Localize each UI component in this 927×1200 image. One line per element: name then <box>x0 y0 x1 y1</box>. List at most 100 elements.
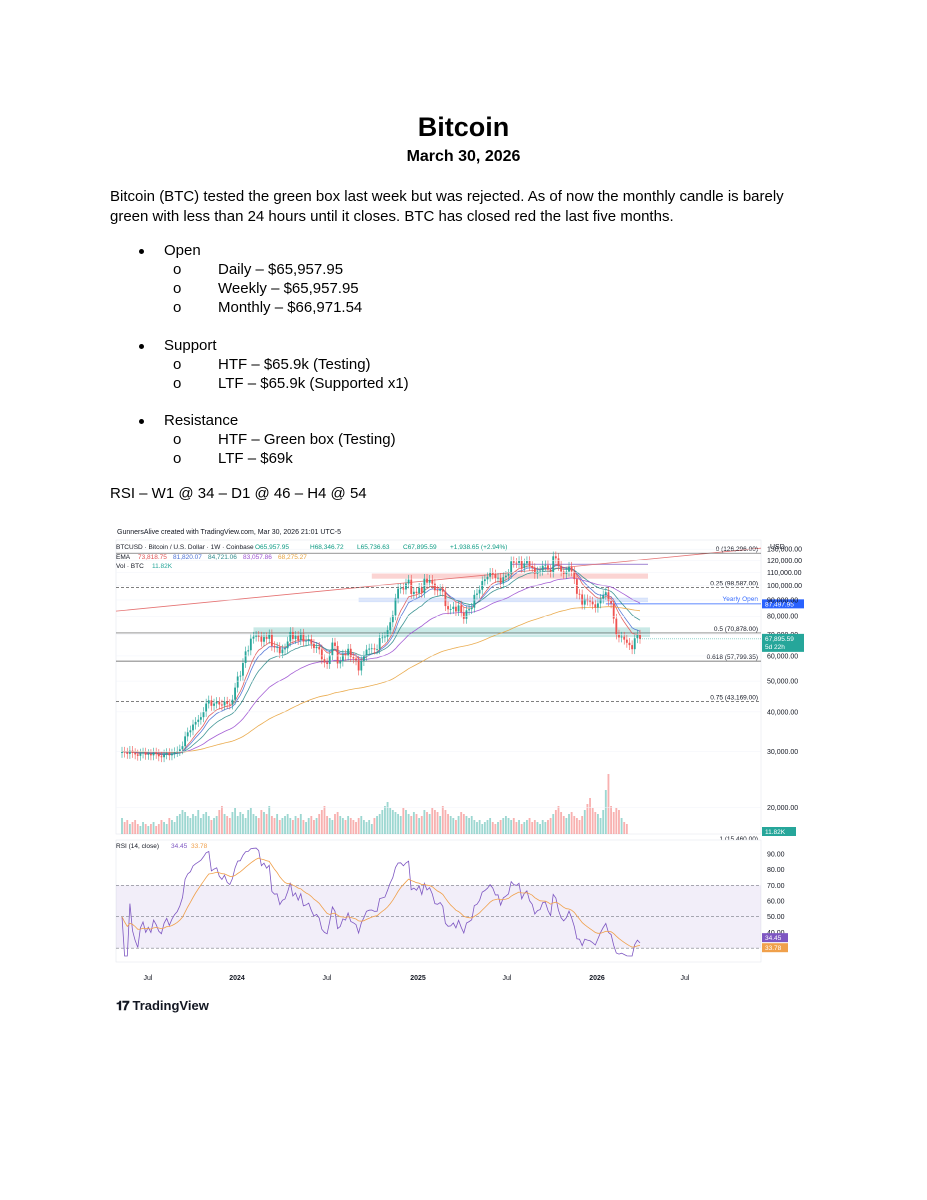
candle-body <box>318 646 321 650</box>
volume-bar <box>597 814 599 834</box>
volume-bar <box>552 814 555 834</box>
candle-body <box>368 648 371 650</box>
candle-body <box>504 575 507 578</box>
candle-body <box>460 605 463 613</box>
candle-body <box>394 598 397 616</box>
volume-bar <box>297 818 300 834</box>
candle-body <box>336 645 339 664</box>
price-axis-layer: 130,000.00 120,000.00 110,000.00 100,000.00… <box>116 547 804 812</box>
volume-bar <box>355 822 357 834</box>
candle-body <box>562 571 565 575</box>
last-price-label: 67,895.59 <box>765 636 794 643</box>
volume-bar <box>420 816 423 834</box>
volume-bar <box>263 812 265 834</box>
candle-body <box>265 637 268 639</box>
volume-bar <box>612 812 615 834</box>
volume-bar <box>152 822 155 834</box>
volume-bar <box>397 814 400 834</box>
volume-bar <box>231 812 234 834</box>
section-label: Resistance <box>164 412 239 429</box>
volume-bar <box>373 818 376 834</box>
volume-bar <box>213 818 215 834</box>
candle-body <box>370 648 373 650</box>
volume-bar <box>270 816 273 834</box>
candle-body <box>331 642 334 656</box>
candle-body <box>457 605 460 612</box>
candle-body <box>365 649 368 656</box>
candle-body <box>483 579 486 582</box>
candle-body <box>415 591 418 594</box>
volume-bar <box>560 812 563 834</box>
created-by-text: GunnersAlive created with TradingView.co… <box>117 529 341 536</box>
volume-bar <box>336 812 339 834</box>
candle-body <box>144 752 147 755</box>
candle-body <box>631 645 634 650</box>
candle-body <box>344 654 347 656</box>
ohlc-high: H68,346.72 <box>310 544 344 551</box>
time-axis-layer: Jul 2024 Jul 2025 Jul 2026 Jul <box>144 975 690 982</box>
candle-body <box>255 635 258 637</box>
candle-body <box>257 635 260 637</box>
fib-level-label: 0.5 (70,878.00) <box>714 626 758 633</box>
candle-body <box>268 634 271 639</box>
volume-bar <box>234 808 236 834</box>
candle-body <box>276 647 279 648</box>
candle-body <box>536 571 539 574</box>
section-label: Support <box>164 337 217 354</box>
candle-body <box>523 563 526 569</box>
rsi-summary: RSI – W1 @ 34 – D1 @ 46 – H4 @ 54 <box>110 485 367 502</box>
volume-bar <box>334 814 336 834</box>
last-price-countdown: 5d 22h <box>765 644 785 651</box>
sub-bullet-icon: o <box>173 450 182 467</box>
rsi-tick-label: 90.00 <box>767 851 785 858</box>
ema-value: 84,721.06 <box>208 554 237 561</box>
volume-bar <box>623 822 626 834</box>
volume-bar <box>134 820 137 834</box>
candle-body <box>520 560 523 569</box>
volume-bar <box>462 814 465 834</box>
volume-bar <box>386 802 389 834</box>
candle-body <box>615 618 618 635</box>
candle-body <box>386 630 389 637</box>
candle-body <box>583 599 586 605</box>
candle-body <box>281 649 284 654</box>
volume-bar <box>433 810 436 834</box>
candle-body <box>147 753 150 755</box>
tradingview-logo: 𝟏𝟕 TradingView <box>116 998 209 1013</box>
sub-bullet-icon: o <box>173 280 182 297</box>
volume-bar <box>207 816 210 834</box>
candle-body <box>249 638 252 651</box>
ohlc-low: L65,736.63 <box>357 544 390 551</box>
fib-level-label: 0.618 (57,799.35) <box>707 654 758 661</box>
volume-bar <box>252 814 255 834</box>
volume-bar <box>544 822 547 834</box>
volume-bar <box>557 806 560 834</box>
candle-body <box>163 754 165 758</box>
volume-bar <box>370 824 373 834</box>
volume-bar <box>457 816 460 834</box>
volume-bar <box>541 820 544 834</box>
candle-body <box>263 637 265 642</box>
rsi-value: 34.45 <box>171 843 188 850</box>
ema-value: 83,057.86 <box>243 554 272 561</box>
volume-bar <box>499 820 502 834</box>
volume-bar <box>189 818 192 834</box>
volume-bar <box>197 810 200 834</box>
candle-body <box>294 635 297 640</box>
volume-bar <box>281 818 284 834</box>
candle-body <box>441 589 444 592</box>
candle-body <box>260 636 263 642</box>
candle-body <box>402 588 405 590</box>
ohlc-close: C67,895.59 <box>403 544 437 551</box>
volume-bar <box>331 820 334 834</box>
candle-body <box>247 650 250 652</box>
candle-body <box>478 589 481 594</box>
time-tick-label: 2024 <box>229 975 245 982</box>
candle-body <box>473 594 476 608</box>
candle-body <box>431 579 434 584</box>
volume-bar <box>452 818 455 834</box>
volume-bar <box>581 816 584 834</box>
candle-body <box>465 610 468 619</box>
volume-bar <box>202 814 205 834</box>
ema-line <box>122 606 641 753</box>
